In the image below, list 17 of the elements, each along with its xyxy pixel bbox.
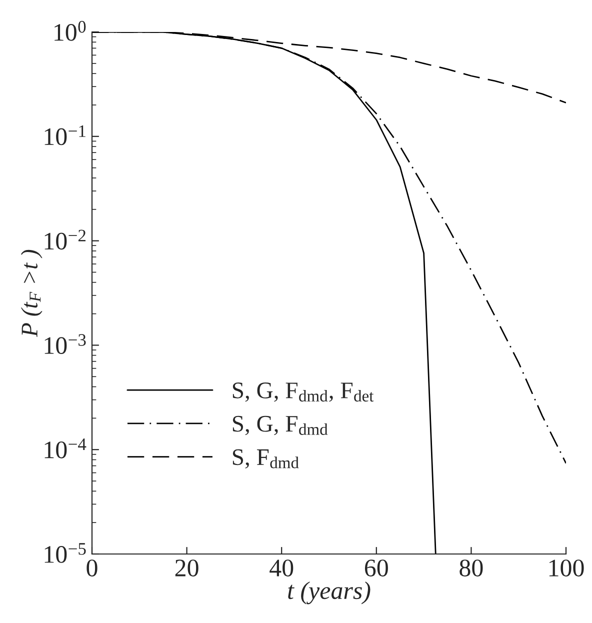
x-tick-label: 0	[86, 560, 98, 576]
x-tick-label: 20	[175, 560, 198, 576]
x-axis-title: t (years)	[288, 582, 370, 604]
x-tick-label: 80	[460, 560, 483, 576]
x-tick-label: 40	[270, 560, 294, 576]
legend-label: S, G, F$_{dmd}$, F$_{det}$	[232, 382, 374, 402]
y-tick-label: 10$^{−5}$	[44, 543, 86, 563]
x-tick-label: 60	[364, 560, 388, 576]
legend-label: S, F$_{dmd}$	[232, 449, 299, 469]
y-tick-label: 10$^{0}$	[54, 20, 86, 41]
y-axis-title: P (t$_{F}$ >t )	[20, 250, 42, 338]
y-tick-label: 10$^{−1}$	[44, 125, 86, 146]
y-tick-label: 10$^{−3}$	[44, 334, 86, 354]
y-tick-label: 10$^{−2}$	[44, 230, 86, 250]
legend-label: S, G, F$_{dmd}$	[232, 416, 328, 436]
y-tick-label: 10$^{−4}$	[44, 438, 86, 458]
x-tick-label: 100	[549, 560, 584, 576]
